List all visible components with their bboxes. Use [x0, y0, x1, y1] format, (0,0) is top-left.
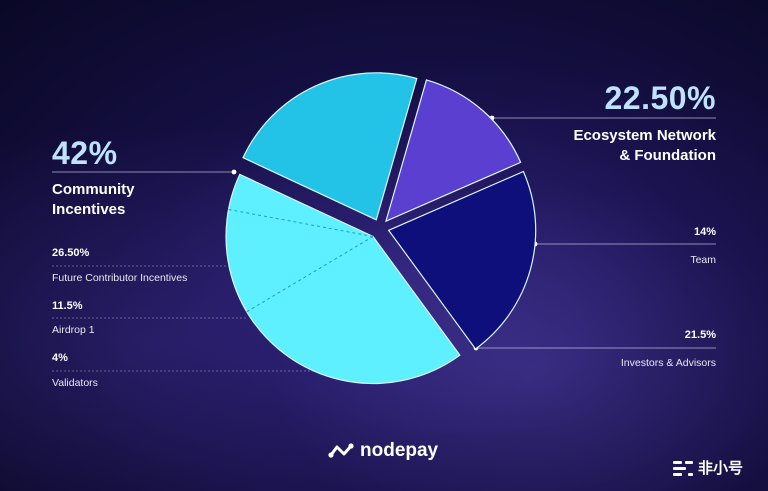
brand: nodepay	[328, 440, 438, 462]
ecosystem-title-line2: & Foundation	[619, 147, 716, 164]
investors-label: Investors & Advisors	[620, 357, 716, 369]
pie-slice-ecosystem-network-foundation	[242, 72, 418, 221]
feixiaohao-logo-icon	[673, 460, 693, 476]
pie-slice-community-incentives	[225, 173, 461, 385]
sub-slice-divider-2	[228, 208, 374, 237]
validators-label: Validators	[52, 377, 98, 389]
airdrop-percent: 11.5%	[52, 300, 83, 312]
community-title-line2: Incentives	[52, 201, 126, 218]
validators-percent: 4%	[52, 352, 68, 364]
ecosystem-title-line1: Ecosystem Network	[573, 127, 716, 144]
watermark-text: 非小号	[698, 460, 744, 477]
pie-slice-team	[384, 79, 522, 223]
community-percent: 42%	[52, 135, 118, 171]
future-contributor-label: Future Contributor Incentives	[52, 272, 188, 284]
watermark: 非小号	[672, 457, 743, 478]
future-contributor-percent: 26.50%	[52, 247, 90, 259]
team-label: Team	[690, 254, 716, 266]
pie-slices	[225, 72, 537, 385]
community-title-line1: Community	[52, 181, 135, 198]
ecosystem-percent: 22.50%	[604, 80, 716, 116]
pie-slice-investors-advisors	[387, 170, 537, 350]
investors-percent: 21.5%	[684, 329, 716, 341]
nodepay-logo-icon	[328, 443, 354, 458]
airdrop-label: Airdrop 1	[52, 324, 95, 336]
team-percent: 14%	[693, 226, 716, 238]
leader-community-dot	[231, 169, 237, 175]
brand-name: nodepay	[360, 440, 439, 461]
community-subdivisions	[228, 208, 374, 313]
sub-slice-divider-1	[246, 236, 374, 313]
